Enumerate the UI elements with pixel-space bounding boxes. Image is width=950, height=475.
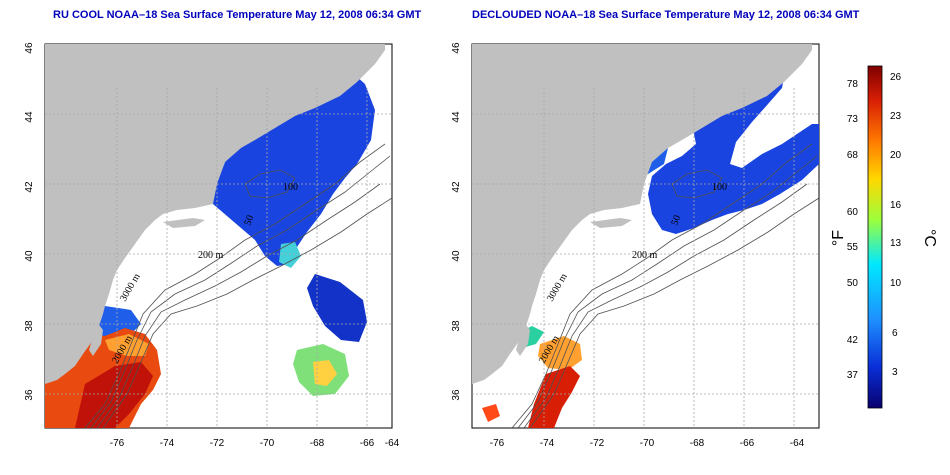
right-x-tick: -72: [590, 438, 605, 449]
left-sst-eddy-core: [313, 360, 337, 386]
colorbar-f-tick: 78: [847, 79, 859, 90]
right-y-tick: 44: [451, 111, 462, 123]
colorbar: 78 73 68 60 55 50 42 37 26 23 20 16 13 1…: [830, 65, 938, 409]
left-x-tick: -74: [160, 438, 175, 449]
right-y-axis: 46 44 42 40 38 36: [451, 42, 462, 401]
left-y-tick: 42: [24, 181, 35, 193]
right-map-title: DECLOUDED NOAA–18 Sea Surface Temperatur…: [472, 9, 860, 21]
left-contour-label-50: 50: [242, 214, 256, 227]
colorbar-c-tick: 20: [890, 150, 902, 161]
right-sst-red-fringe: [482, 404, 500, 422]
left-y-tick: 46: [24, 42, 35, 54]
colorbar-f-tick: 55: [847, 242, 859, 253]
left-contour-label-100: 100: [283, 182, 298, 193]
right-contour-label-100: 100: [712, 182, 727, 193]
right-contour-label-50: 50: [669, 214, 683, 227]
left-y-axis: 46 44 42 40 38 36: [24, 42, 35, 401]
right-y-tick: 46: [451, 42, 462, 54]
right-y-tick: 38: [451, 320, 462, 332]
left-x-tick: -72: [210, 438, 225, 449]
colorbar-gradient: [867, 65, 883, 409]
left-y-tick: 38: [24, 320, 35, 332]
left-x-tick: -70: [260, 438, 275, 449]
left-y-tick: 36: [24, 389, 35, 401]
right-x-tick: -76: [490, 438, 505, 449]
left-x-tick: -66: [360, 438, 375, 449]
colorbar-f-tick: 37: [847, 370, 859, 381]
colorbar-f-tick: 60: [847, 207, 859, 218]
left-y-tick: 40: [24, 250, 35, 262]
left-x-tick: -76: [110, 438, 125, 449]
colorbar-f-tick: 68: [847, 150, 859, 161]
colorbar-f-tick: 50: [847, 278, 859, 289]
colorbar-fahrenheit-label: °F: [830, 230, 847, 246]
colorbar-c-tick: 16: [890, 200, 902, 211]
right-contour-label-200m: 200 m: [632, 250, 658, 261]
left-y-tick: 44: [24, 111, 35, 123]
right-map-panel: 100 200 m 2000 m 3000 m 50 -76 -74 -72 -…: [451, 42, 820, 449]
left-x-tick: -64: [385, 438, 400, 449]
colorbar-celsius-label: °C: [921, 229, 938, 247]
right-x-tick: -66: [740, 438, 755, 449]
left-sst-cold-region-east: [307, 274, 367, 342]
colorbar-c-tick: 10: [890, 278, 902, 289]
left-map-title: RU COOL NOAA–18 Sea Surface Temperature …: [53, 9, 422, 21]
colorbar-c-tick: 13: [890, 238, 902, 249]
left-x-axis: -76 -74 -72 -70 -68 -66 -64: [110, 438, 400, 449]
right-x-tick: -74: [540, 438, 555, 449]
left-map-panel: 100 200 m 2000 m 3000 m 50 -76 -74 -72 -…: [24, 42, 400, 449]
right-x-tick: -70: [640, 438, 655, 449]
right-sst-warm-patch: [538, 336, 582, 370]
left-sst-warm-fringe: [105, 334, 149, 356]
colorbar-f-tick: 42: [847, 335, 859, 346]
colorbar-c-tick: 3: [892, 367, 898, 378]
colorbar-f-tick: 73: [847, 114, 859, 125]
colorbar-c-tick: 6: [892, 328, 898, 339]
right-x-tick: -68: [690, 438, 705, 449]
right-y-tick: 40: [451, 250, 462, 262]
right-y-tick: 36: [451, 389, 462, 401]
colorbar-c-tick: 23: [890, 111, 902, 122]
left-x-tick: -68: [310, 438, 325, 449]
right-y-tick: 42: [451, 181, 462, 193]
right-x-axis: -76 -74 -72 -70 -68 -66 -64: [490, 438, 805, 449]
left-contour-label-200m: 200 m: [198, 250, 224, 261]
colorbar-c-tick: 26: [890, 72, 902, 83]
right-x-tick: -64: [790, 438, 805, 449]
left-sst-cyan-patch: [279, 242, 301, 268]
